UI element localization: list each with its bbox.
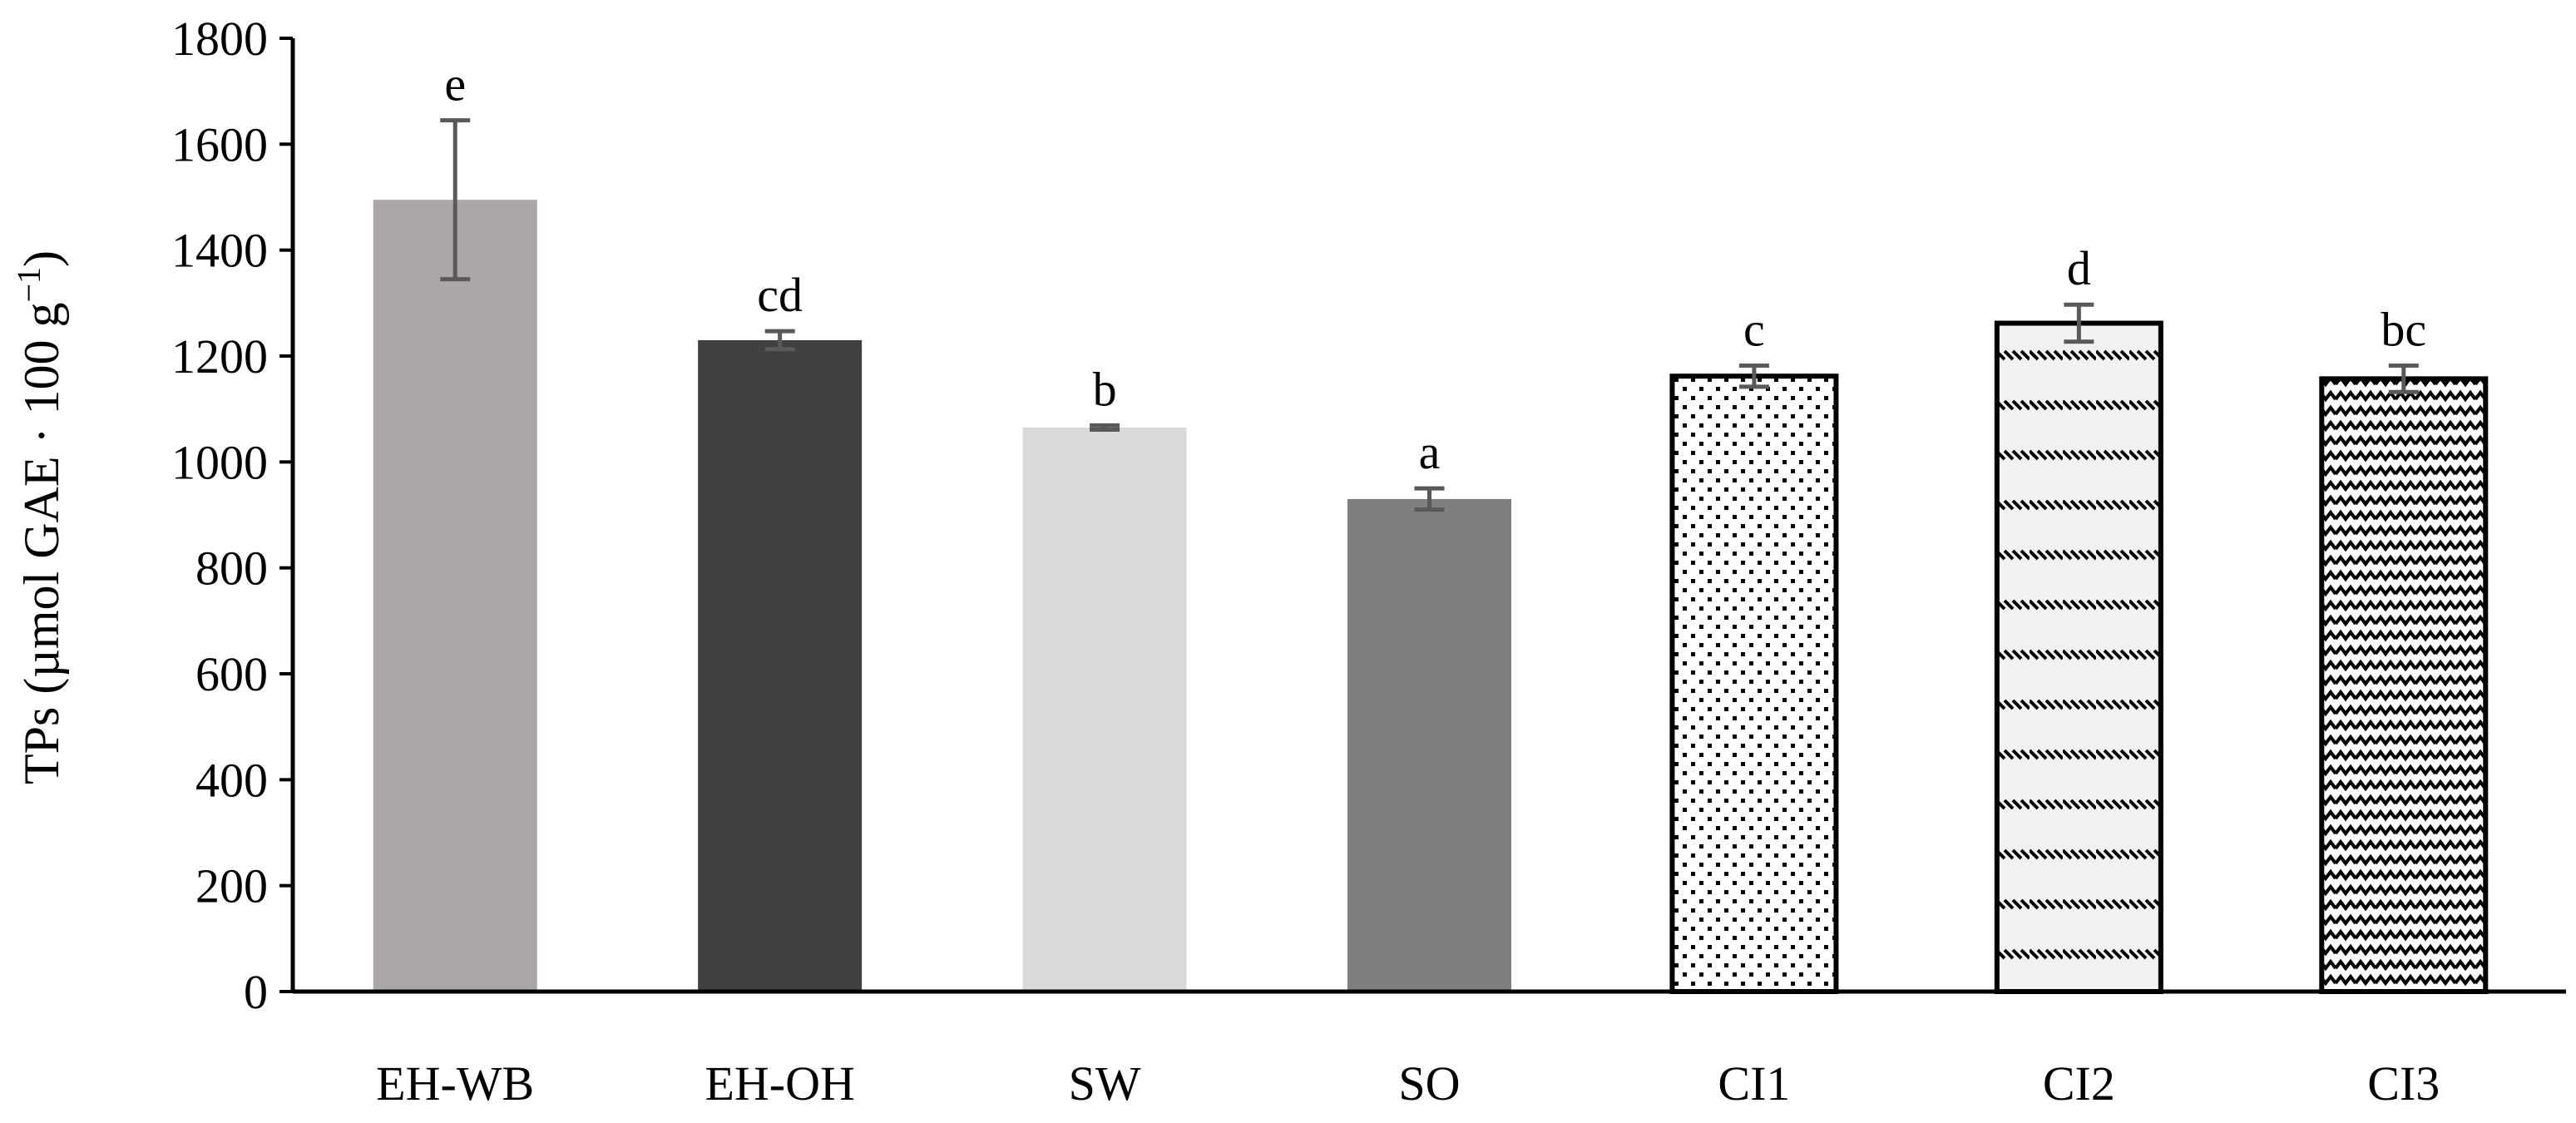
y-axis-title: TPs (µmol GAE · 100 g−1) <box>10 250 69 784</box>
error-bars <box>440 118 2419 512</box>
y-tick-label: 600 <box>195 647 268 701</box>
x-category-label: CI2 <box>2043 1056 2115 1111</box>
bar-ci1 <box>1669 374 1839 994</box>
error-bar-ci1 <box>1738 363 1769 389</box>
error-bar-eh-oh <box>764 329 795 352</box>
significance-label: bc <box>2381 302 2426 356</box>
error-bar-ci2 <box>2064 302 2094 344</box>
bars <box>373 200 2489 995</box>
significance-label: cd <box>757 268 803 322</box>
y-axis-title-text: TPs (µmol GAE · 100 g <box>14 302 69 784</box>
significance-label: b <box>1093 362 1117 416</box>
error-bar-sw <box>1090 423 1120 432</box>
bar-eh-oh <box>698 339 863 992</box>
error-bar-ci3 <box>2388 363 2419 394</box>
y-tick-label: 200 <box>195 859 268 913</box>
y-axis: 0 200 400 600 800 1000 1200 1400 1600 1800 <box>171 12 293 1019</box>
error-bar-so <box>1414 486 1445 512</box>
bar-sw <box>1022 427 1187 992</box>
significance-label: d <box>2067 241 2091 295</box>
y-axis-title-superscript: −1 <box>10 267 47 303</box>
bar-eh-wb <box>373 200 537 992</box>
x-category-label: SO <box>1398 1056 1460 1111</box>
y-tick-label: 800 <box>195 542 268 596</box>
y-tick-label: 1200 <box>171 329 268 383</box>
x-category-label: CI3 <box>2367 1056 2440 1111</box>
error-bar-eh-wb <box>440 118 471 282</box>
x-category-label: SW <box>1069 1056 1141 1111</box>
x-category-label: EH-OH <box>705 1056 854 1111</box>
bar-ci3 <box>2319 376 2489 995</box>
x-category-label: EH-WB <box>376 1056 534 1111</box>
bar-ci2 <box>1994 320 2163 994</box>
y-tick-label: 1000 <box>171 435 268 489</box>
x-axis-labels: EH-WB EH-OH SW SO CI1 CI2 CI3 <box>376 1056 2440 1111</box>
y-tick-label: 400 <box>195 753 268 807</box>
significance-label: e <box>444 57 466 111</box>
x-category-label: CI1 <box>1718 1056 1790 1111</box>
y-tick-label: 0 <box>244 965 268 1019</box>
significance-label: a <box>1419 425 1441 479</box>
y-tick-label: 1400 <box>171 224 268 278</box>
y-tick-label: 1800 <box>171 12 268 66</box>
y-axis-title-close: ) <box>14 250 69 267</box>
significance-label: c <box>1743 302 1765 356</box>
y-tick-label: 1600 <box>171 117 268 171</box>
bar-so <box>1347 498 1511 992</box>
svg-text:TPs (µmol GAE · 100 g−1): TPs (µmol GAE · 100 g−1) <box>10 250 69 784</box>
